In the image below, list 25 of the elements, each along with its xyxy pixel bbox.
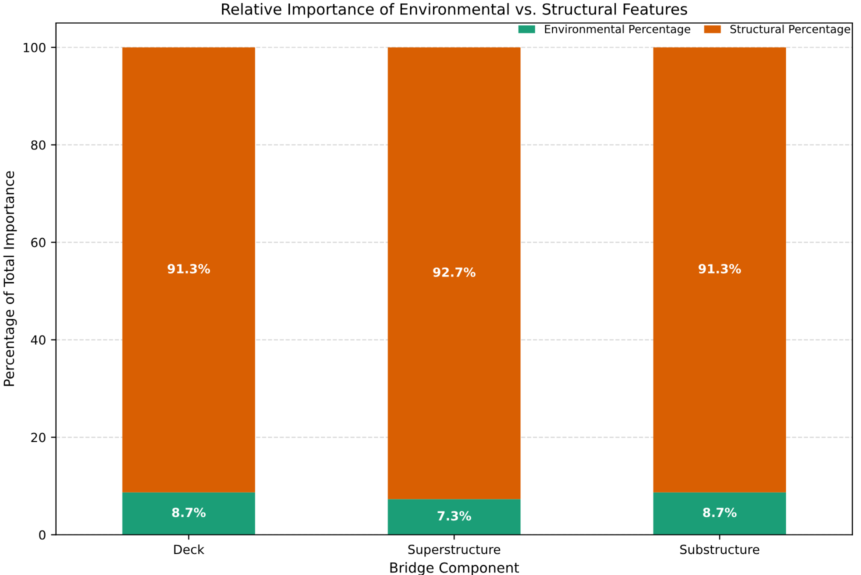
bar xyxy=(653,492,786,535)
y-tick-label: 80 xyxy=(31,140,46,150)
bar xyxy=(122,47,256,492)
legend-label: Structural Percentage xyxy=(730,24,850,36)
data-label: 92.7% xyxy=(433,267,476,277)
x-tick-label: Substructure xyxy=(680,544,760,554)
bar xyxy=(122,492,256,535)
legend-label: Environmental Percentage xyxy=(545,24,690,36)
data-label: 8.7% xyxy=(172,508,206,518)
y-tick-label: 100 xyxy=(24,42,46,52)
bar xyxy=(388,499,521,535)
x-tick-label: Deck xyxy=(174,544,204,554)
y-tick-label: 60 xyxy=(31,238,46,248)
y-tick-label: 40 xyxy=(30,335,46,345)
y-axis-title: Percentage of Total Importance xyxy=(3,171,17,386)
bar xyxy=(388,47,521,500)
y-tick-label: 20 xyxy=(31,432,46,442)
data-label: 7.3% xyxy=(438,511,472,521)
data-label: 91.3% xyxy=(698,264,741,274)
y-tick-label: 0 xyxy=(39,530,46,540)
bar xyxy=(653,47,786,492)
chart-title: Relative Importance of Environmental vs. Structural Features xyxy=(222,3,688,18)
x-tick-label: Superstructure xyxy=(408,544,500,557)
data-label: 8.7% xyxy=(703,508,737,518)
data-label: 91.3% xyxy=(168,264,210,274)
